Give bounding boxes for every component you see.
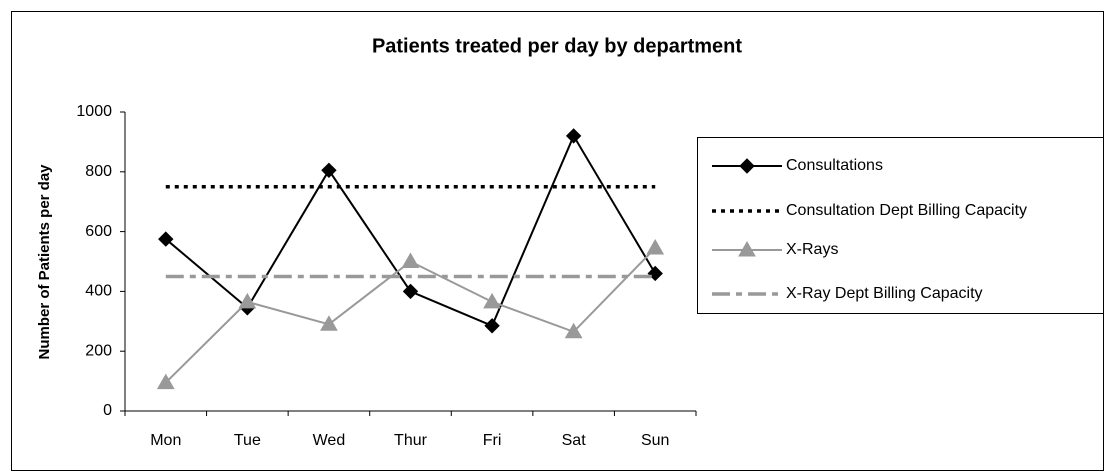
diamond-marker [321, 162, 337, 179]
x-tick-label: Mon [150, 432, 181, 449]
triangle-marker [238, 292, 257, 309]
y-tick-label: 400 [85, 283, 112, 300]
legend-label: Consultation Dept Billing Capacity [786, 202, 1027, 219]
y-tick-label: 200 [85, 342, 112, 359]
triangle-marker [320, 315, 338, 331]
x-tick-label: Tue [234, 432, 261, 449]
legend-label: Consultations [786, 157, 883, 174]
triangle-marker [738, 240, 756, 257]
y-tick-label: 800 [85, 163, 112, 180]
x-tick-label: Wed [313, 432, 346, 449]
diamond-marker [565, 128, 582, 144]
legend-label: X-Rays [786, 241, 838, 258]
y-tick-label: 0 [103, 402, 112, 419]
diamond-marker [484, 318, 500, 334]
x-tick-label: Fri [483, 432, 502, 449]
y-tick-label: 600 [85, 223, 112, 240]
x-tick-label: Thur [394, 432, 428, 449]
x-tick-label: Sat [562, 432, 587, 449]
triangle-marker [564, 322, 583, 339]
chart-title: Patients treated per day by department [372, 35, 742, 57]
diamond-marker [402, 283, 419, 300]
triangle-marker [646, 239, 665, 255]
diamond-marker [158, 231, 174, 247]
x-tick-label: Sun [641, 432, 669, 449]
triangle-marker [401, 252, 420, 268]
y-axis-label: Number of Patients per day [36, 164, 53, 360]
y-tick-label: 1000 [76, 103, 112, 120]
triangle-marker [156, 373, 175, 390]
diamond-marker [739, 158, 755, 174]
triangle-marker [483, 292, 501, 309]
legend-label: X-Ray Dept Billing Capacity [786, 285, 983, 302]
